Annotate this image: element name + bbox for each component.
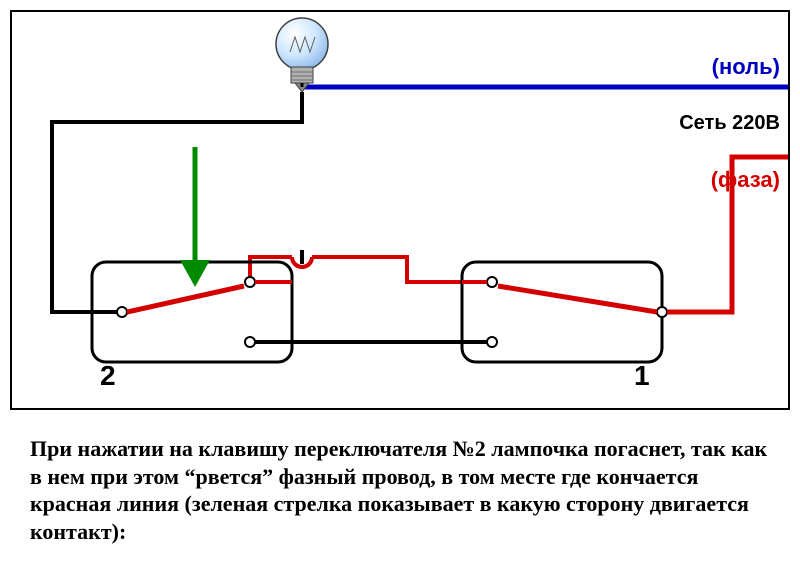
sw1-lower-term (487, 337, 497, 347)
diagram-frame: (ноль) Сеть 220В (фаза) 2 1 (10, 10, 790, 410)
sw2-upper-term (245, 277, 255, 287)
switch-2-label: 2 (100, 360, 116, 392)
sw2-common-term (117, 307, 127, 317)
caption-text: При нажатии на клавишу переключателя №2 … (30, 435, 770, 545)
circuit-svg (12, 12, 788, 408)
switch-1-label: 1 (634, 360, 650, 392)
sw2-contact (127, 286, 244, 312)
label-neutral: (ноль) (712, 54, 780, 80)
wire-lamp-feed (52, 92, 302, 312)
label-mains: Сеть 220В (679, 112, 780, 135)
green-arrow-head (180, 260, 210, 287)
sw1-upper-term (487, 277, 497, 287)
sw1-common-term (657, 307, 667, 317)
wire-traveller-red (250, 257, 467, 282)
label-phase: (фаза) (711, 167, 780, 193)
light-bulb (276, 18, 328, 92)
sw1-contact (498, 286, 657, 312)
sw2-lower-term (245, 337, 255, 347)
